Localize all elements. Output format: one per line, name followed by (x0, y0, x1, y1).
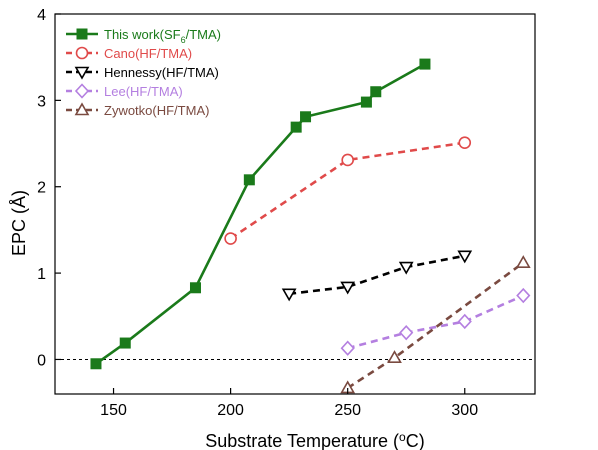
series-1 (90, 58, 431, 370)
x-tick-label: 300 (451, 402, 478, 419)
data-point (281, 288, 297, 302)
legend-item-2: Cano(HF/TMA) (66, 46, 192, 61)
data-point (516, 287, 531, 304)
data-point (398, 261, 414, 275)
data-point (419, 58, 431, 70)
data-point (243, 174, 255, 186)
data-point (90, 358, 102, 370)
data-point (457, 313, 472, 330)
data-point (300, 111, 312, 123)
legend-label: Hennessy(HF/TMA) (104, 65, 219, 80)
data-point (119, 337, 131, 349)
series-line (288, 254, 466, 296)
data-point (458, 136, 472, 149)
legend-label: Zywotko(HF/TMA) (104, 103, 209, 118)
y-axis-title: EPC (Å) (9, 190, 29, 256)
legend-label: Lee(HF/TMA) (104, 84, 183, 99)
x-tick-label: 250 (334, 402, 361, 419)
series-5 (340, 255, 531, 394)
data-point (387, 350, 402, 364)
legend-marker (75, 46, 89, 60)
series-line (229, 141, 465, 240)
series-line (347, 294, 524, 350)
legend-label: This work(SF6/TMA) (104, 27, 221, 45)
data-point (341, 153, 354, 167)
y-tick-label: 1 (37, 266, 46, 283)
data-point (370, 86, 382, 98)
legend-item-1: This work(SF6/TMA) (66, 27, 221, 45)
series-2 (224, 136, 472, 245)
legend-item-4: Lee(HF/TMA) (66, 83, 183, 99)
legend-item-3: Hennessy(HF/TMA) (66, 65, 219, 80)
legend-marker (74, 83, 90, 99)
x-tick-label: 200 (217, 402, 244, 419)
legend-marker (74, 102, 90, 116)
data-point (515, 255, 531, 269)
y-tick-label: 2 (37, 180, 46, 197)
x-axis-title: Substrate Temperature (oC) (205, 430, 424, 450)
legend-item-5: Zywotko(HF/TMA) (66, 102, 209, 118)
y-tick-label: 3 (37, 93, 46, 110)
y-tick-label: 0 (37, 352, 46, 369)
legend-marker (76, 28, 88, 40)
series-3 (281, 250, 473, 302)
data-point (360, 96, 372, 108)
series-line (346, 261, 525, 390)
data-point (340, 281, 356, 295)
data-point (189, 282, 201, 294)
data-point (290, 121, 302, 133)
legend-label: Cano(HF/TMA) (104, 46, 192, 61)
data-point (224, 232, 237, 245)
data-point (340, 340, 355, 356)
data-point (457, 250, 473, 264)
plot-frame (54, 13, 536, 395)
x-tick-label: 150 (100, 402, 127, 419)
data-point (399, 325, 414, 341)
legend-marker (74, 66, 90, 80)
y-tick-label: 4 (37, 7, 46, 24)
series-4 (340, 287, 531, 356)
